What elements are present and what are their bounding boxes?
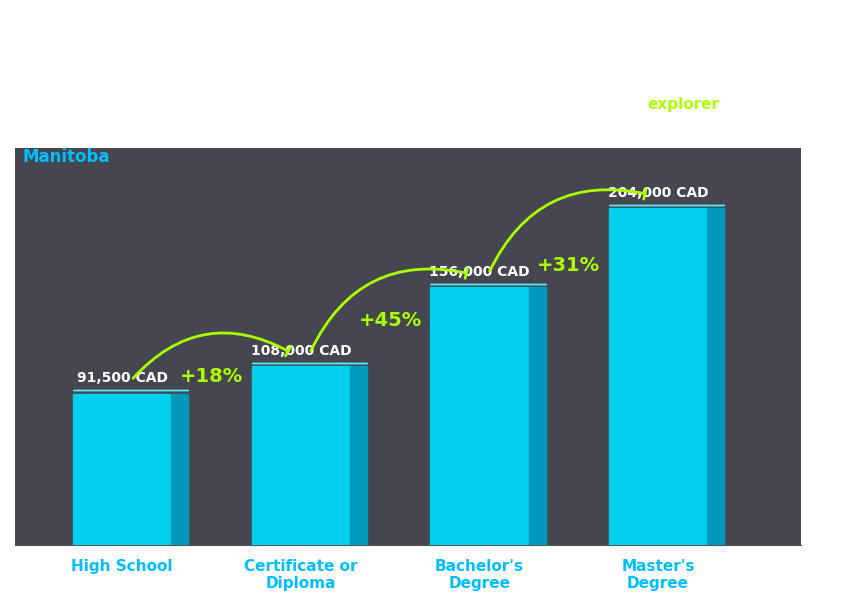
Text: .com: .com	[730, 97, 771, 112]
Polygon shape	[529, 287, 546, 545]
Text: Manitoba: Manitoba	[23, 148, 111, 167]
Bar	[73, 394, 172, 545]
Polygon shape	[707, 208, 724, 545]
Text: +45%: +45%	[359, 311, 422, 330]
Text: 108,000 CAD: 108,000 CAD	[251, 344, 351, 358]
Text: Average Yearly Salary: Average Yearly Salary	[812, 295, 824, 432]
Bar	[609, 208, 707, 545]
Text: 156,000 CAD: 156,000 CAD	[429, 265, 530, 279]
Text: salary: salary	[581, 97, 633, 112]
Bar	[252, 367, 350, 545]
Text: Customer Retention Specialist: Customer Retention Specialist	[23, 125, 295, 142]
Polygon shape	[172, 394, 189, 545]
Bar	[430, 287, 529, 545]
Polygon shape	[350, 367, 367, 545]
Text: +31%: +31%	[537, 256, 600, 275]
Text: 91,500 CAD: 91,500 CAD	[76, 371, 167, 385]
Text: Salary Comparison By Education: Salary Comparison By Education	[23, 97, 482, 121]
Text: +18%: +18%	[180, 367, 243, 386]
Text: explorer: explorer	[648, 97, 720, 112]
Text: 204,000 CAD: 204,000 CAD	[608, 185, 708, 199]
